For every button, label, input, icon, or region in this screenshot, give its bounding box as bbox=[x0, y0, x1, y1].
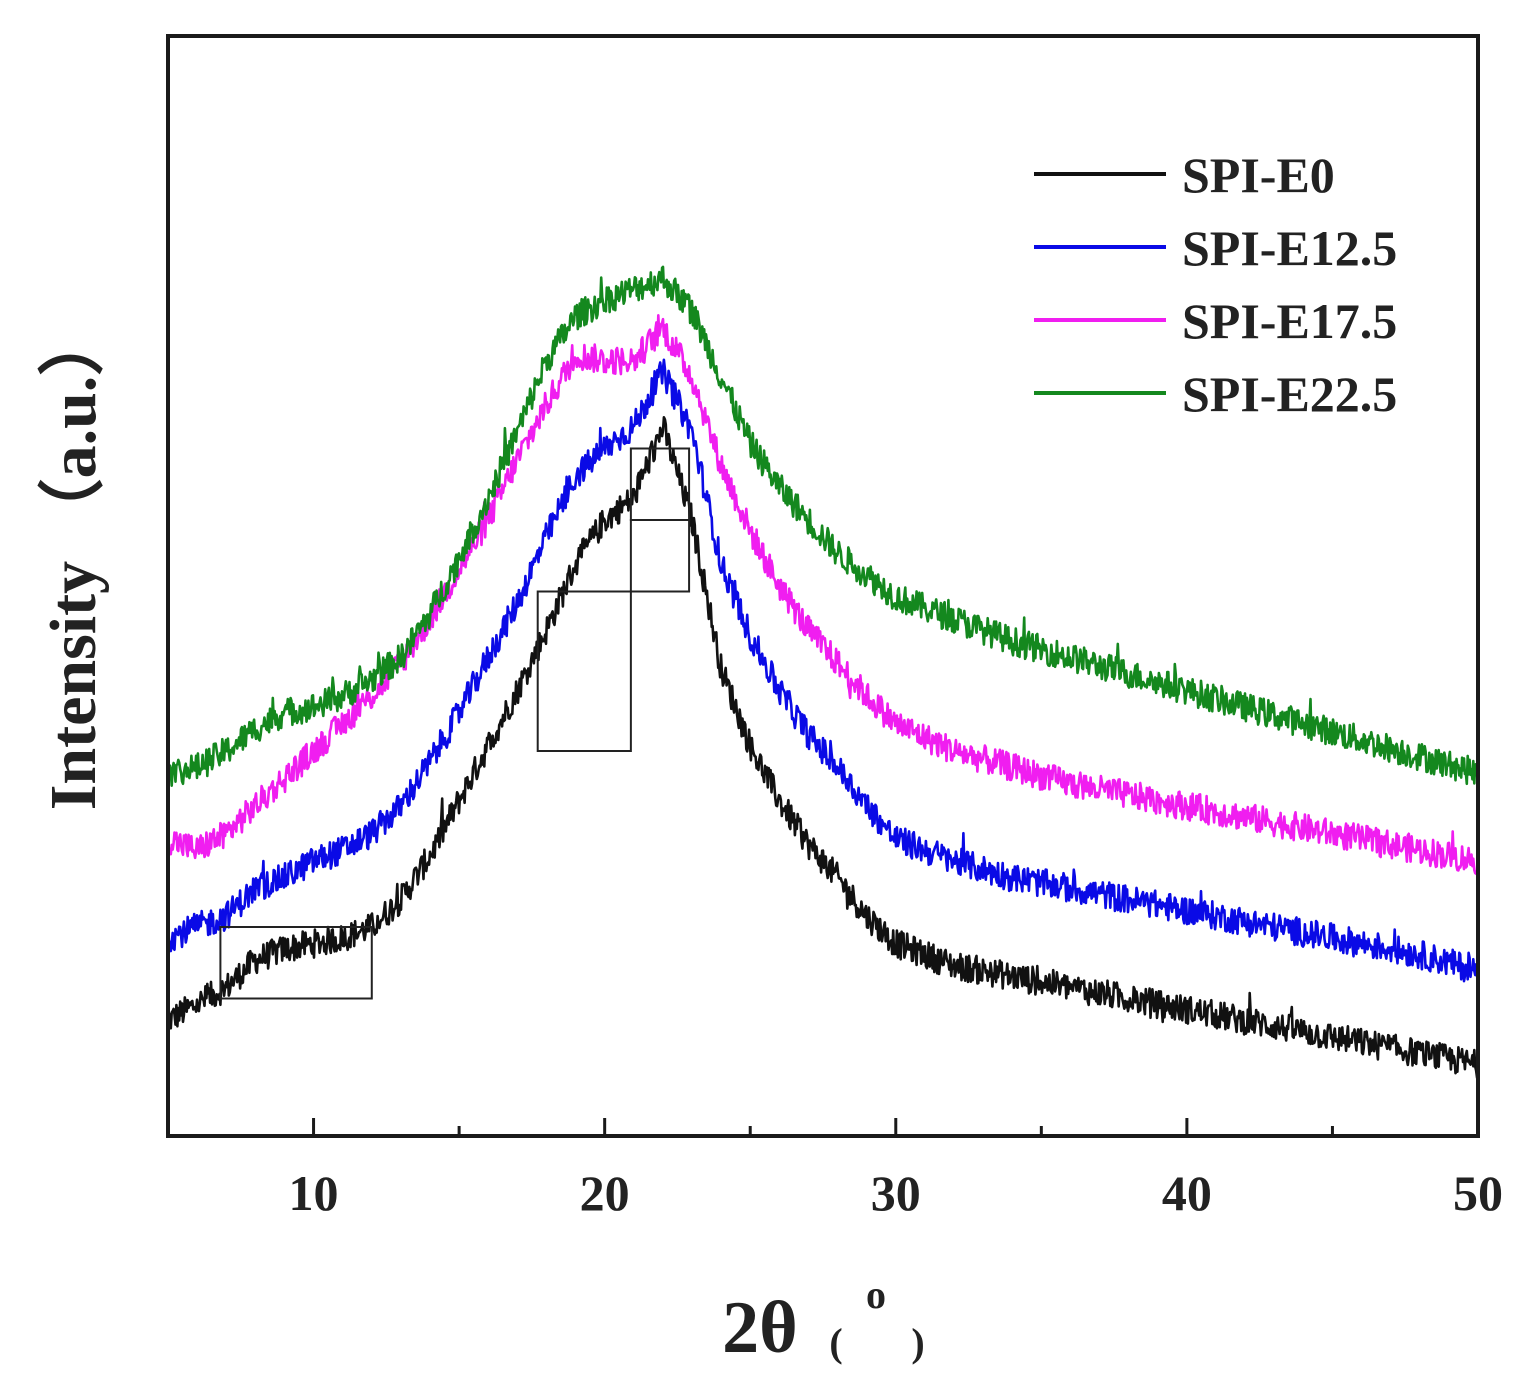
x-axis-label-open-paren: ( bbox=[829, 1320, 842, 1365]
y-axis-label: Intensity （a.u.） bbox=[36, 310, 110, 811]
x-axis-label-close-paren: ) bbox=[911, 1320, 924, 1365]
x-axis-label-main: 2θ bbox=[722, 1287, 798, 1369]
legend-label-spi-e17.5: SPI-E17.5 bbox=[1182, 293, 1397, 349]
annotation-layer bbox=[219, 447, 691, 1000]
x-tick-label: 30 bbox=[871, 1165, 921, 1221]
x-tick-label: 10 bbox=[289, 1165, 339, 1221]
legend-label-spi-e22.5: SPI-E22.5 bbox=[1182, 366, 1397, 422]
series-line-spi-e0 bbox=[167, 416, 1480, 1080]
x-tick-label: 50 bbox=[1453, 1165, 1503, 1221]
annotation-box-1 bbox=[219, 926, 373, 1000]
x-axis-label: 2θ ( o ) bbox=[722, 1272, 924, 1369]
tick-layer: 10 20 30 40 50 bbox=[289, 1118, 1503, 1221]
annotation-box-4 bbox=[629, 447, 691, 521]
legend: SPI-E0 SPI-E12.5 SPI-E17.5 SPI-E22.5 bbox=[1034, 147, 1397, 422]
x-tick-label: 20 bbox=[580, 1165, 630, 1221]
series-layer bbox=[166, 265, 1480, 1080]
series-line-spi-e22.5 bbox=[167, 265, 1480, 787]
annotation-box-2 bbox=[536, 590, 632, 752]
x-tick-label: 40 bbox=[1162, 1165, 1212, 1221]
legend-label-spi-e0: SPI-E0 bbox=[1182, 147, 1335, 203]
legend-label-spi-e12.5: SPI-E12.5 bbox=[1182, 220, 1397, 276]
plot-frame bbox=[166, 34, 1480, 1138]
x-axis-label-degree: o bbox=[866, 1272, 886, 1317]
series-line-spi-e12.5 bbox=[166, 358, 1480, 983]
